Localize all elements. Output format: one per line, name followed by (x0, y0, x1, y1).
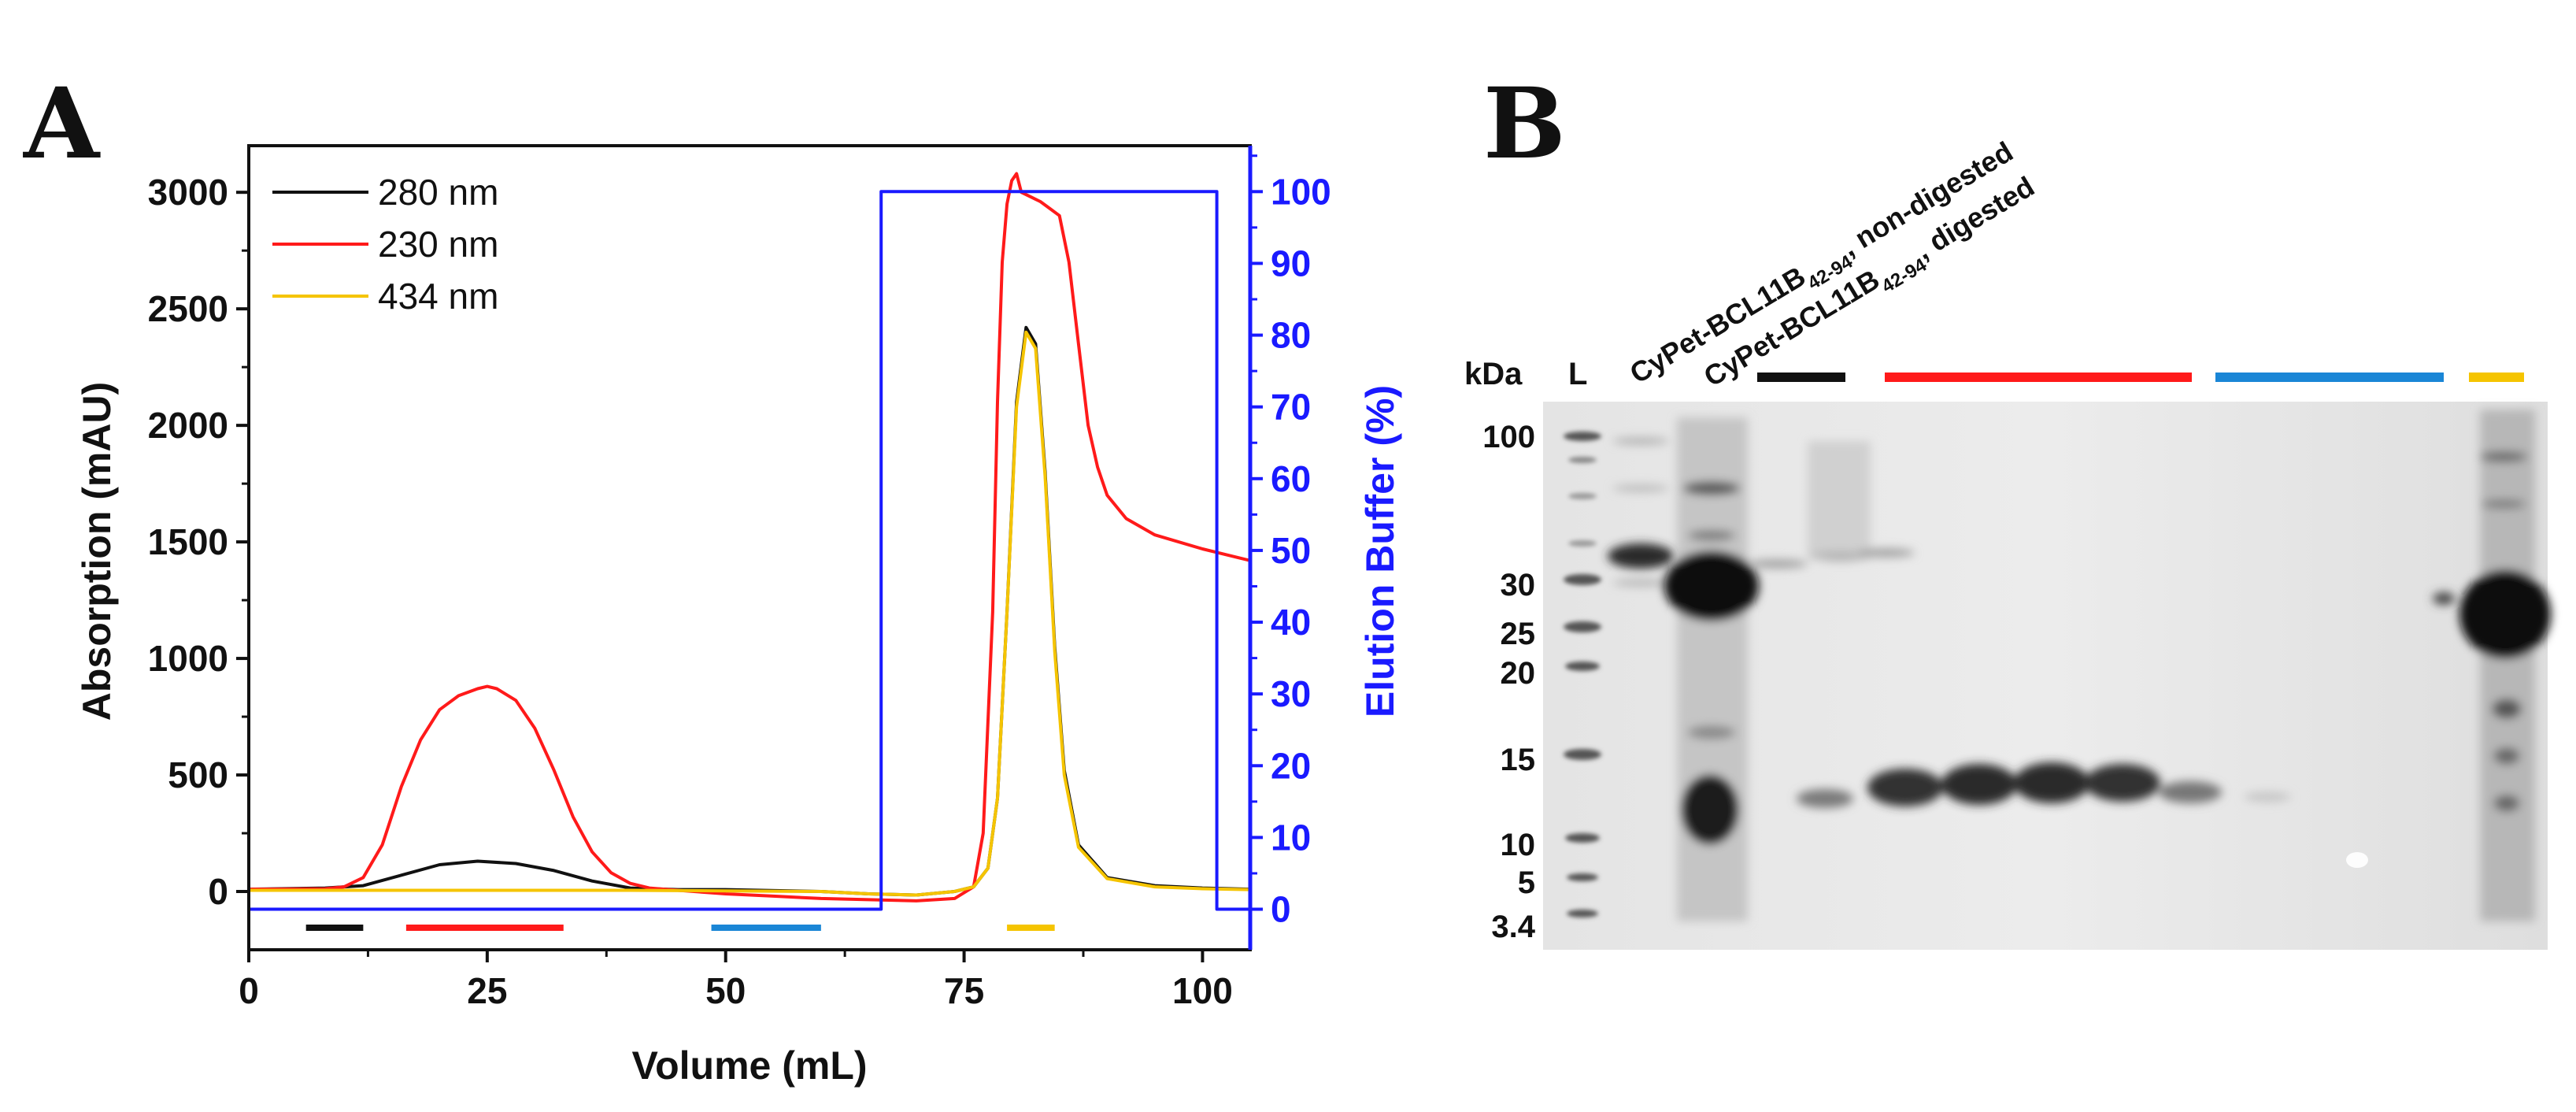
marker-5: 5 (1518, 866, 1535, 900)
panel-a-letter: A (23, 67, 101, 181)
marker-20: 20 (1501, 656, 1536, 691)
right-tick-label: 60 (1271, 458, 1311, 499)
series-line-230-nm (248, 172, 1251, 903)
y-tick-label: 2500 (148, 288, 228, 329)
right-tick-label: 80 (1271, 315, 1311, 356)
right-tick-label: 40 (1271, 602, 1311, 643)
series-group (248, 172, 1251, 911)
lane-digested-bands (1664, 417, 1759, 921)
y-tick-label: 500 (168, 754, 228, 795)
y-tick-label: 3000 (148, 172, 228, 213)
y-tick-label: 0 (208, 871, 228, 912)
marker-3-4: 3.4 (1491, 910, 1535, 944)
right-tick-label: 20 (1271, 745, 1311, 786)
red-fraction-bands (1797, 762, 2291, 808)
chromatogram-chart: 0 25 50 75 100 0 500 1000 1500 2000 2500 3000 0 10 2… (75, 144, 1402, 1088)
marker-100: 100 (1482, 420, 1535, 454)
yellow-fraction-bands (2433, 410, 2551, 921)
y-axis-ticks: 0 500 1000 1500 2000 2500 3000 (148, 172, 249, 912)
lane-label-non-digested: CyPet-BCL11B42-94, non-digested (1624, 135, 2023, 397)
black-fraction-bands (1748, 441, 1915, 568)
marker-15: 15 (1501, 743, 1536, 777)
marker-25: 25 (1501, 617, 1536, 651)
y-tick-label: 2000 (148, 405, 228, 446)
ladder-bands (1564, 432, 1601, 917)
x-axis-ticks: 0 25 50 75 100 (239, 950, 1233, 1011)
right-tick-label: 90 (1271, 243, 1311, 284)
x-axis-title: Volume (mL) (631, 1043, 867, 1088)
x-tick-label: 50 (705, 970, 746, 1011)
y-axis-title: Absorption (mAU) (75, 382, 119, 721)
ladder-lane-label: L (1568, 357, 1587, 391)
right-axis-title: Elution Buffer (%) (1358, 385, 1402, 717)
right-tick-label: 0 (1271, 889, 1291, 930)
x-tick-label: 75 (944, 970, 984, 1011)
right-axis-ticks: 0 10 20 30 40 50 60 70 80 90 100 (1250, 154, 1331, 930)
x-tick-label: 25 (467, 970, 507, 1011)
gel-artifact (2346, 852, 2368, 868)
plot-frame (247, 144, 1252, 951)
lane-non-digested-bands (1608, 438, 1674, 586)
gel-image (1543, 402, 2551, 950)
marker-10: 10 (1501, 828, 1536, 862)
series-line-280-nm (248, 325, 1251, 897)
y-tick-label: 1000 (148, 638, 228, 679)
right-tick-label: 50 (1271, 530, 1311, 571)
series-line-elution-buffer (249, 190, 1250, 911)
x-tick-label: 0 (239, 970, 259, 1011)
y-tick-label: 1500 (148, 521, 228, 562)
series-line-434-nm (249, 330, 1251, 897)
panel-b-letter: B (1483, 67, 1566, 181)
legend-label: 230 nm (378, 224, 498, 265)
x-tick-label: 100 (1172, 970, 1233, 1011)
legend-label: 434 nm (378, 276, 498, 317)
right-tick-label: 100 (1271, 171, 1331, 212)
gel-lane-labels: CyPet-BCL11B42-94, non-digested CyPet-BC… (1624, 135, 2044, 400)
lane-label-digested: CyPet-BCL11B42-94, digested (1698, 170, 2044, 400)
right-tick-label: 30 (1271, 673, 1311, 714)
gel-markers: 100 30 25 20 15 10 5 3.4 (1482, 420, 1536, 944)
legend-label: 280 nm (378, 172, 498, 213)
right-tick-label: 10 (1271, 817, 1311, 858)
legend: 280 nm 230 nm 434 nm (272, 172, 498, 317)
kda-label: kDa (1464, 357, 1523, 391)
right-tick-label: 70 (1271, 387, 1311, 428)
marker-30: 30 (1501, 568, 1536, 602)
